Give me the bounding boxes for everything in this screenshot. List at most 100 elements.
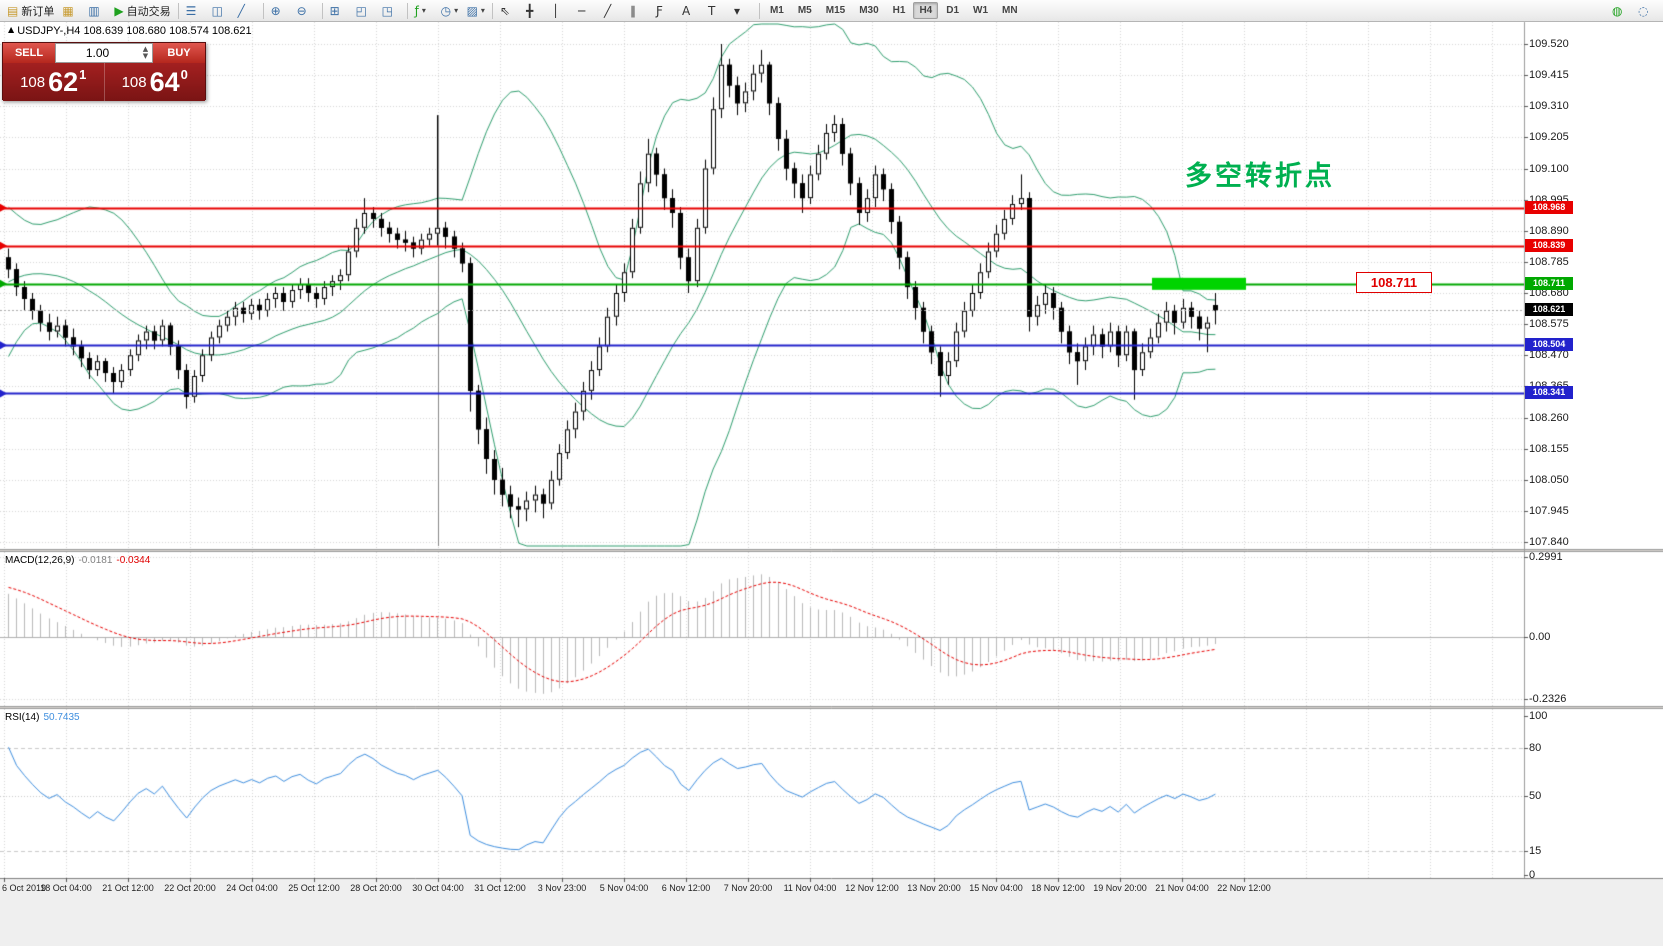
price-axis-label: 109.310: [1529, 100, 1569, 113]
candlestick-chart-button[interactable]: ◫: [208, 1, 234, 21]
cascade-windows-button[interactable]: ◰: [352, 1, 378, 21]
fibonacci-button[interactable]: Ƒ: [652, 1, 678, 21]
new-order-button[interactable]: ▤ 新订单: [3, 1, 58, 21]
sell-price[interactable]: 108 62 1: [3, 63, 105, 101]
price-axis-label: 108.470: [1529, 349, 1569, 362]
buy-button[interactable]: BUY: [153, 43, 205, 63]
volume-up-icon[interactable]: ▲: [142, 45, 149, 53]
timeframe-m1-button[interactable]: M1: [769, 5, 784, 16]
volume-spinner[interactable]: ▲ ▼: [139, 46, 152, 60]
arrows-dropdown-icon: ▾: [733, 3, 740, 18]
zoom-out-icon: ⊖: [296, 3, 307, 18]
text-icon: A: [681, 3, 691, 18]
time-axis-label: 21 Oct 12:00: [102, 883, 154, 893]
horizontal-line-button[interactable]: ─: [574, 1, 600, 21]
autotrading-button-label: 自动交易: [126, 5, 171, 18]
price-axis-label: 108.260: [1529, 411, 1569, 424]
new-order-icon: ▤: [7, 3, 19, 18]
toolbar-separator: [262, 2, 264, 19]
rsi-axis-label: 100: [1529, 710, 1548, 722]
toolbar-separator: [406, 2, 408, 19]
timeframe-h4-button[interactable]: H4: [913, 2, 939, 19]
time-axis-label: 18 Nov 12:00: [1031, 883, 1085, 893]
search-icon: ◌: [1638, 3, 1649, 18]
time-axis-label: 22 Nov 12:00: [1217, 883, 1271, 893]
timeframe-h1-button[interactable]: H1: [892, 5, 906, 16]
time-axis-label: 31 Oct 12:00: [474, 883, 526, 893]
sell-price-prefix: 108: [20, 73, 46, 91]
sell-button[interactable]: SELL: [3, 43, 55, 63]
zoom-in-button[interactable]: ⊕: [267, 1, 293, 21]
level-price-tag: 108.341: [1525, 386, 1573, 400]
timeframe-d1-button[interactable]: D1: [946, 5, 960, 16]
time-axis-label: 13 Nov 20:00: [907, 883, 961, 893]
channel-button[interactable]: ∥: [626, 1, 652, 21]
buy-price[interactable]: 108 64 0: [105, 63, 206, 101]
macd-axis-label: 0.2991: [1529, 551, 1563, 564]
volume-field: 1.00 ▲ ▼: [55, 43, 153, 63]
toolbar-separator: [758, 2, 760, 19]
time-axis-label: 24 Oct 04:00: [226, 883, 278, 893]
volume-down-icon[interactable]: ▼: [142, 52, 149, 60]
time-axis-label: 30 Oct 04:00: [412, 883, 464, 893]
autotrading-button[interactable]: ▶ 自动交易: [110, 1, 174, 21]
cursor-button[interactable]: ⇖: [496, 1, 522, 21]
price-axis-label: 109.100: [1529, 162, 1569, 175]
timeframe-m30-button[interactable]: M30: [859, 5, 879, 16]
text-label-button[interactable]: T: [704, 1, 730, 21]
new-chart-button[interactable]: ▦: [58, 1, 84, 21]
time-axis-label: 22 Oct 20:00: [164, 883, 216, 893]
trendline-icon: ╱: [603, 3, 612, 18]
price-axis-label: 107.945: [1529, 504, 1569, 517]
arrows-button[interactable]: ▾: [730, 1, 756, 21]
cascade-windows-icon: ◰: [355, 3, 367, 18]
toolbar-separator: [321, 2, 323, 19]
macd-axis-label: -0.2326: [1529, 693, 1567, 706]
cursor-icon: ⇖: [499, 3, 510, 18]
macd-axis-label: 0.00: [1529, 631, 1551, 643]
search-button[interactable]: ◌: [1634, 1, 1660, 21]
channel-icon: ∥: [629, 3, 636, 18]
toolbar-right-group: ◍ ◌: [1608, 1, 1660, 21]
community-icon: ◍: [1612, 3, 1623, 18]
level-price-tag: 108.968: [1525, 200, 1573, 214]
trendline-button[interactable]: ╱: [600, 1, 626, 21]
volume-input[interactable]: 1.00: [85, 46, 110, 60]
text-button[interactable]: A: [678, 1, 704, 21]
price-axis-label: 109.520: [1529, 38, 1569, 50]
templates-button[interactable]: ▨ ▾: [463, 1, 489, 21]
toolbar-separator: [177, 2, 179, 19]
price-axis-label: 108.785: [1529, 255, 1569, 268]
timeframe-m15-button[interactable]: M15: [825, 5, 846, 16]
zoom-in-icon: ⊕: [270, 3, 281, 18]
symbol-ohlc-line: ▲ USDJPY-,H4 108.639 108.680 108.574 108…: [8, 25, 252, 37]
time-axis-label: 25 Oct 12:00: [288, 883, 340, 893]
timeframe-mn-button[interactable]: MN: [1002, 5, 1018, 16]
periods-button[interactable]: ◷ ▾: [437, 1, 463, 21]
zoom-out-button[interactable]: ⊖: [293, 1, 319, 21]
arrange-windows-button[interactable]: ◳: [378, 1, 404, 21]
indicators-button[interactable]: ƒ ▾: [411, 1, 437, 21]
horizontal-line-icon: ─: [577, 3, 586, 18]
timeframe-w1-button[interactable]: W1: [973, 5, 989, 16]
timeframe-m5-button[interactable]: M5: [797, 5, 812, 16]
crosshair-button[interactable]: ╋: [522, 1, 548, 21]
time-axis-label: 28 Oct 20:00: [350, 883, 402, 893]
bar-chart-button[interactable]: ☰: [182, 1, 208, 21]
time-axis-label: 18 Oct 04:00: [40, 883, 92, 893]
tile-windows-button[interactable]: ⊞: [326, 1, 352, 21]
sell-price-sup: 1: [79, 66, 87, 82]
level-price-tag: 108.711: [1525, 276, 1573, 290]
time-axis-label: 3 Nov 23:00: [537, 883, 587, 893]
vertical-line-button[interactable]: │: [548, 1, 574, 21]
line-chart-button[interactable]: ╱: [234, 1, 260, 21]
profiles-button[interactable]: ▥: [84, 1, 110, 21]
price-axis-label: 108.680: [1529, 287, 1569, 299]
community-button[interactable]: ◍: [1608, 1, 1634, 21]
time-axis-label: 7 Nov 20:00: [723, 883, 773, 893]
arrange-windows-icon: ◳: [381, 3, 393, 18]
buy-price-big: 64: [149, 66, 180, 97]
one-click-trading-panel: SELL 1.00 ▲ ▼ BUY 108 62 1 108: [2, 42, 206, 101]
